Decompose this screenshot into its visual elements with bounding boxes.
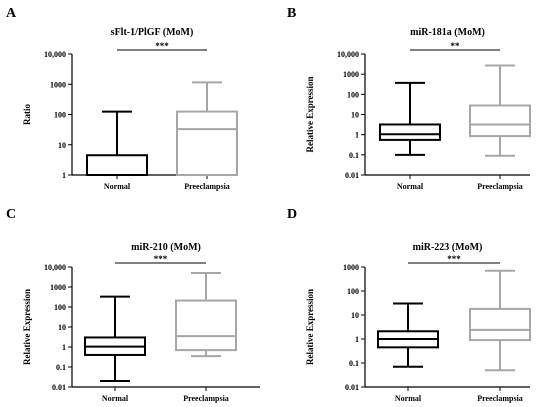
y-tick-label: 1000 [343,70,359,79]
y-tick-label: 1000 [343,263,359,272]
x-category-label: Normal [397,182,424,191]
y-tick-label: 10 [351,111,359,120]
x-category-label: Preeclampsia [184,182,230,191]
panel-title: miR-223 (MoM) [413,242,483,253]
y-tick-label: 100 [347,90,359,99]
y-tick-label: 10 [351,311,359,320]
box-preeclampsia [469,64,531,157]
y-tick-label: 0.1 [56,363,66,372]
x-category-label: Normal [102,394,129,403]
box-iqr [176,110,238,176]
panel-letter: D [287,207,297,222]
y-tick-label: 100 [54,303,66,312]
significance-label: *** [155,41,169,51]
significance-label: ** [451,41,461,51]
y-tick-label: 1 [62,171,66,180]
y-tick-label: 1000 [50,283,66,292]
x-category-label: Normal [104,182,131,191]
y-tick-label: 1000 [50,80,66,89]
y-tick-label: 0.1 [349,359,359,368]
x-category-label: Normal [395,394,422,403]
panel-letter: B [287,6,296,21]
x-category-label: Preeclampsia [183,394,229,403]
box-normal [377,302,439,368]
y-tick-label: 10,000 [44,50,66,59]
y-tick-label: 100 [347,287,359,296]
box-iqr [86,154,148,177]
y-tick-label: 1 [62,343,66,352]
y-tick-label: 0.1 [349,151,359,160]
significance-label: *** [447,254,461,264]
y-tick-label: 10 [58,323,66,332]
panel-title: miR-210 (MoM) [131,242,201,253]
x-category-label: Preeclampsia [477,394,523,403]
y-tick-label: 0.01 [52,383,66,392]
y-tick-label: 10,000 [44,263,66,272]
y-tick-label: 100 [54,111,66,120]
box-iqr [469,307,531,342]
y-axis-label: Ratio [22,104,32,125]
y-axis-label: Relative Expression [305,76,315,152]
panel-letter: A [6,6,17,21]
box-preeclampsia [469,269,531,372]
box-iqr [469,104,531,138]
y-tick-label: 0.01 [345,171,359,180]
x-category-label: Preeclampsia [477,182,523,191]
box-preeclampsia [176,81,238,176]
box-iqr [379,123,441,141]
significance-label: *** [154,254,168,264]
y-tick-label: 0.01 [345,383,359,392]
panel-title: miR-181a (MoM) [410,27,485,38]
box-normal [86,110,148,177]
box-normal [379,81,441,156]
y-tick-label: 10,000 [337,50,359,59]
y-tick-label: 1 [355,131,359,140]
box-normal [84,295,146,382]
panel-letter: C [6,207,16,222]
y-axis-label: Relative Expression [305,289,315,365]
y-axis-label: Relative Expression [22,289,32,365]
box-preeclampsia [175,272,237,358]
y-tick-label: 1 [355,335,359,344]
y-tick-label: 10 [58,141,66,150]
box-iqr [175,299,237,352]
panel-title: sFlt-1/PlGF (MoM) [111,27,194,38]
